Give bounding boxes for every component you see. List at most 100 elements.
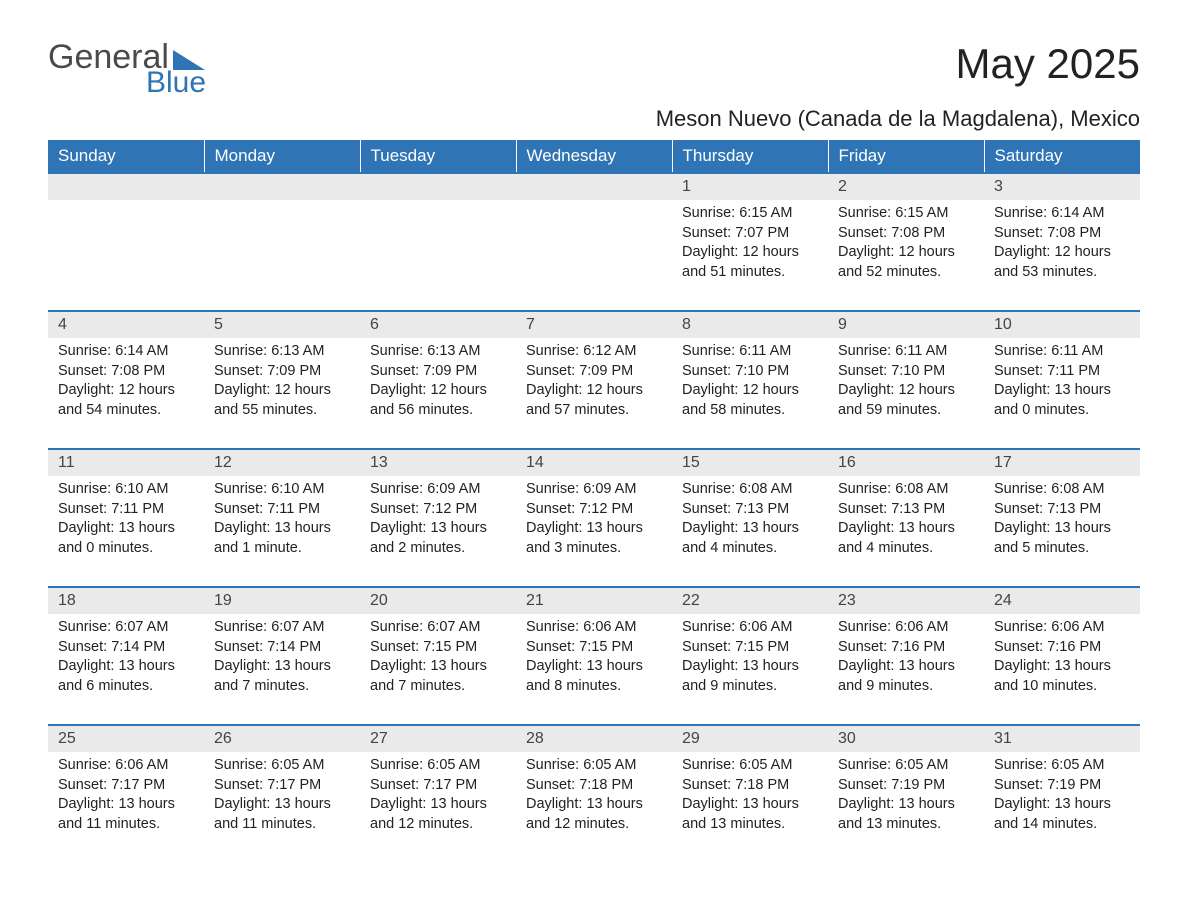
day-content: Sunrise: 6:06 AMSunset: 7:15 PMDaylight:… bbox=[672, 614, 828, 700]
sunset-text: Sunset: 7:08 PM bbox=[994, 224, 1130, 244]
day-content: Sunrise: 6:06 AMSunset: 7:16 PMDaylight:… bbox=[828, 614, 984, 700]
page-title: May 2025 bbox=[956, 40, 1140, 88]
sunrise-text: Sunrise: 6:11 AM bbox=[838, 342, 974, 362]
calendar-cell: 30Sunrise: 6:05 AMSunset: 7:19 PMDayligh… bbox=[828, 725, 984, 863]
sunset-text: Sunset: 7:14 PM bbox=[58, 638, 194, 658]
daylight-text: and 1 minute. bbox=[214, 539, 350, 559]
sunset-text: Sunset: 7:12 PM bbox=[370, 500, 506, 520]
daylight-text: and 12 minutes. bbox=[370, 815, 506, 835]
sunset-text: Sunset: 7:14 PM bbox=[214, 638, 350, 658]
day-content: Sunrise: 6:10 AMSunset: 7:11 PMDaylight:… bbox=[204, 476, 360, 562]
daylight-text: and 9 minutes. bbox=[682, 677, 818, 697]
sunrise-text: Sunrise: 6:08 AM bbox=[994, 480, 1130, 500]
sunrise-text: Sunrise: 6:13 AM bbox=[370, 342, 506, 362]
day-number: 7 bbox=[516, 312, 672, 338]
calendar-cell: 8Sunrise: 6:11 AMSunset: 7:10 PMDaylight… bbox=[672, 311, 828, 449]
calendar-cell: 24Sunrise: 6:06 AMSunset: 7:16 PMDayligh… bbox=[984, 587, 1140, 725]
calendar-cell: 1 Sunrise: 6:15 AM Sunset: 7:07 PM Dayli… bbox=[672, 173, 828, 311]
sunset-text: Sunset: 7:13 PM bbox=[682, 500, 818, 520]
day-content: Sunrise: 6:05 AMSunset: 7:17 PMDaylight:… bbox=[204, 752, 360, 838]
daylight-text: Daylight: 13 hours bbox=[370, 657, 506, 677]
daylight-text: and 59 minutes. bbox=[838, 401, 974, 421]
daylight-text: Daylight: 13 hours bbox=[214, 795, 350, 815]
calendar-cell: 11Sunrise: 6:10 AMSunset: 7:11 PMDayligh… bbox=[48, 449, 204, 587]
daylight-text: Daylight: 12 hours bbox=[838, 243, 974, 263]
calendar-cell: 5Sunrise: 6:13 AMSunset: 7:09 PMDaylight… bbox=[204, 311, 360, 449]
sunset-text: Sunset: 7:10 PM bbox=[838, 362, 974, 382]
day-content: Sunrise: 6:05 AMSunset: 7:18 PMDaylight:… bbox=[672, 752, 828, 838]
day-content: Sunrise: 6:09 AMSunset: 7:12 PMDaylight:… bbox=[360, 476, 516, 562]
sunrise-text: Sunrise: 6:09 AM bbox=[370, 480, 506, 500]
sunrise-text: Sunrise: 6:06 AM bbox=[682, 618, 818, 638]
day-number: 30 bbox=[828, 726, 984, 752]
day-number: 29 bbox=[672, 726, 828, 752]
sunset-text: Sunset: 7:18 PM bbox=[526, 776, 662, 796]
daylight-text: Daylight: 13 hours bbox=[994, 657, 1130, 677]
day-number bbox=[204, 174, 360, 200]
daylight-text: and 58 minutes. bbox=[682, 401, 818, 421]
daylight-text: Daylight: 13 hours bbox=[838, 519, 974, 539]
daylight-text: and 51 minutes. bbox=[682, 263, 818, 283]
sunrise-text: Sunrise: 6:06 AM bbox=[838, 618, 974, 638]
sunrise-text: Sunrise: 6:15 AM bbox=[838, 204, 974, 224]
daylight-text: and 11 minutes. bbox=[214, 815, 350, 835]
calendar-cell: 12Sunrise: 6:10 AMSunset: 7:11 PMDayligh… bbox=[204, 449, 360, 587]
day-number: 10 bbox=[984, 312, 1140, 338]
calendar-cell: 6Sunrise: 6:13 AMSunset: 7:09 PMDaylight… bbox=[360, 311, 516, 449]
daylight-text: Daylight: 13 hours bbox=[838, 657, 974, 677]
day-number: 2 bbox=[828, 174, 984, 200]
sunset-text: Sunset: 7:18 PM bbox=[682, 776, 818, 796]
daylight-text: and 56 minutes. bbox=[370, 401, 506, 421]
sunrise-text: Sunrise: 6:14 AM bbox=[58, 342, 194, 362]
daylight-text: Daylight: 13 hours bbox=[526, 519, 662, 539]
sunset-text: Sunset: 7:07 PM bbox=[682, 224, 818, 244]
sunset-text: Sunset: 7:19 PM bbox=[994, 776, 1130, 796]
sunset-text: Sunset: 7:11 PM bbox=[58, 500, 194, 520]
sunrise-text: Sunrise: 6:05 AM bbox=[526, 756, 662, 776]
sunrise-text: Sunrise: 6:08 AM bbox=[838, 480, 974, 500]
sunset-text: Sunset: 7:16 PM bbox=[994, 638, 1130, 658]
daylight-text: and 7 minutes. bbox=[214, 677, 350, 697]
calendar-cell: 31Sunrise: 6:05 AMSunset: 7:19 PMDayligh… bbox=[984, 725, 1140, 863]
sunrise-text: Sunrise: 6:10 AM bbox=[214, 480, 350, 500]
daylight-text: and 57 minutes. bbox=[526, 401, 662, 421]
daylight-text: Daylight: 13 hours bbox=[526, 657, 662, 677]
day-number: 1 bbox=[672, 174, 828, 200]
daylight-text: and 8 minutes. bbox=[526, 677, 662, 697]
daylight-text: Daylight: 13 hours bbox=[526, 795, 662, 815]
day-number: 21 bbox=[516, 588, 672, 614]
daylight-text: and 0 minutes. bbox=[58, 539, 194, 559]
daylight-text: and 13 minutes. bbox=[838, 815, 974, 835]
daylight-text: and 4 minutes. bbox=[682, 539, 818, 559]
calendar-cell: 21Sunrise: 6:06 AMSunset: 7:15 PMDayligh… bbox=[516, 587, 672, 725]
sunset-text: Sunset: 7:11 PM bbox=[994, 362, 1130, 382]
day-number: 27 bbox=[360, 726, 516, 752]
calendar-cell: 18Sunrise: 6:07 AMSunset: 7:14 PMDayligh… bbox=[48, 587, 204, 725]
day-number bbox=[360, 174, 516, 200]
sunset-text: Sunset: 7:15 PM bbox=[526, 638, 662, 658]
day-number: 17 bbox=[984, 450, 1140, 476]
daylight-text: and 52 minutes. bbox=[838, 263, 974, 283]
day-number: 15 bbox=[672, 450, 828, 476]
calendar-body: 1 Sunrise: 6:15 AM Sunset: 7:07 PM Dayli… bbox=[48, 173, 1140, 863]
daylight-text: and 2 minutes. bbox=[370, 539, 506, 559]
sunset-text: Sunset: 7:17 PM bbox=[214, 776, 350, 796]
daylight-text: Daylight: 12 hours bbox=[58, 381, 194, 401]
logo-flag-icon bbox=[173, 50, 205, 70]
daylight-text: Daylight: 12 hours bbox=[682, 243, 818, 263]
sunrise-text: Sunrise: 6:14 AM bbox=[994, 204, 1130, 224]
calendar-cell bbox=[360, 173, 516, 311]
day-content: Sunrise: 6:08 AMSunset: 7:13 PMDaylight:… bbox=[672, 476, 828, 562]
week-row: 18Sunrise: 6:07 AMSunset: 7:14 PMDayligh… bbox=[48, 587, 1140, 725]
location-subtitle: Meson Nuevo (Canada de la Magdalena), Me… bbox=[48, 106, 1140, 132]
daylight-text: Daylight: 12 hours bbox=[682, 381, 818, 401]
sunset-text: Sunset: 7:09 PM bbox=[526, 362, 662, 382]
dayheader-friday: Friday bbox=[828, 140, 984, 173]
day-number: 26 bbox=[204, 726, 360, 752]
sunrise-text: Sunrise: 6:05 AM bbox=[214, 756, 350, 776]
day-content: Sunrise: 6:12 AMSunset: 7:09 PMDaylight:… bbox=[516, 338, 672, 424]
day-number: 20 bbox=[360, 588, 516, 614]
sunset-text: Sunset: 7:16 PM bbox=[838, 638, 974, 658]
day-number: 3 bbox=[984, 174, 1140, 200]
sunrise-text: Sunrise: 6:11 AM bbox=[682, 342, 818, 362]
